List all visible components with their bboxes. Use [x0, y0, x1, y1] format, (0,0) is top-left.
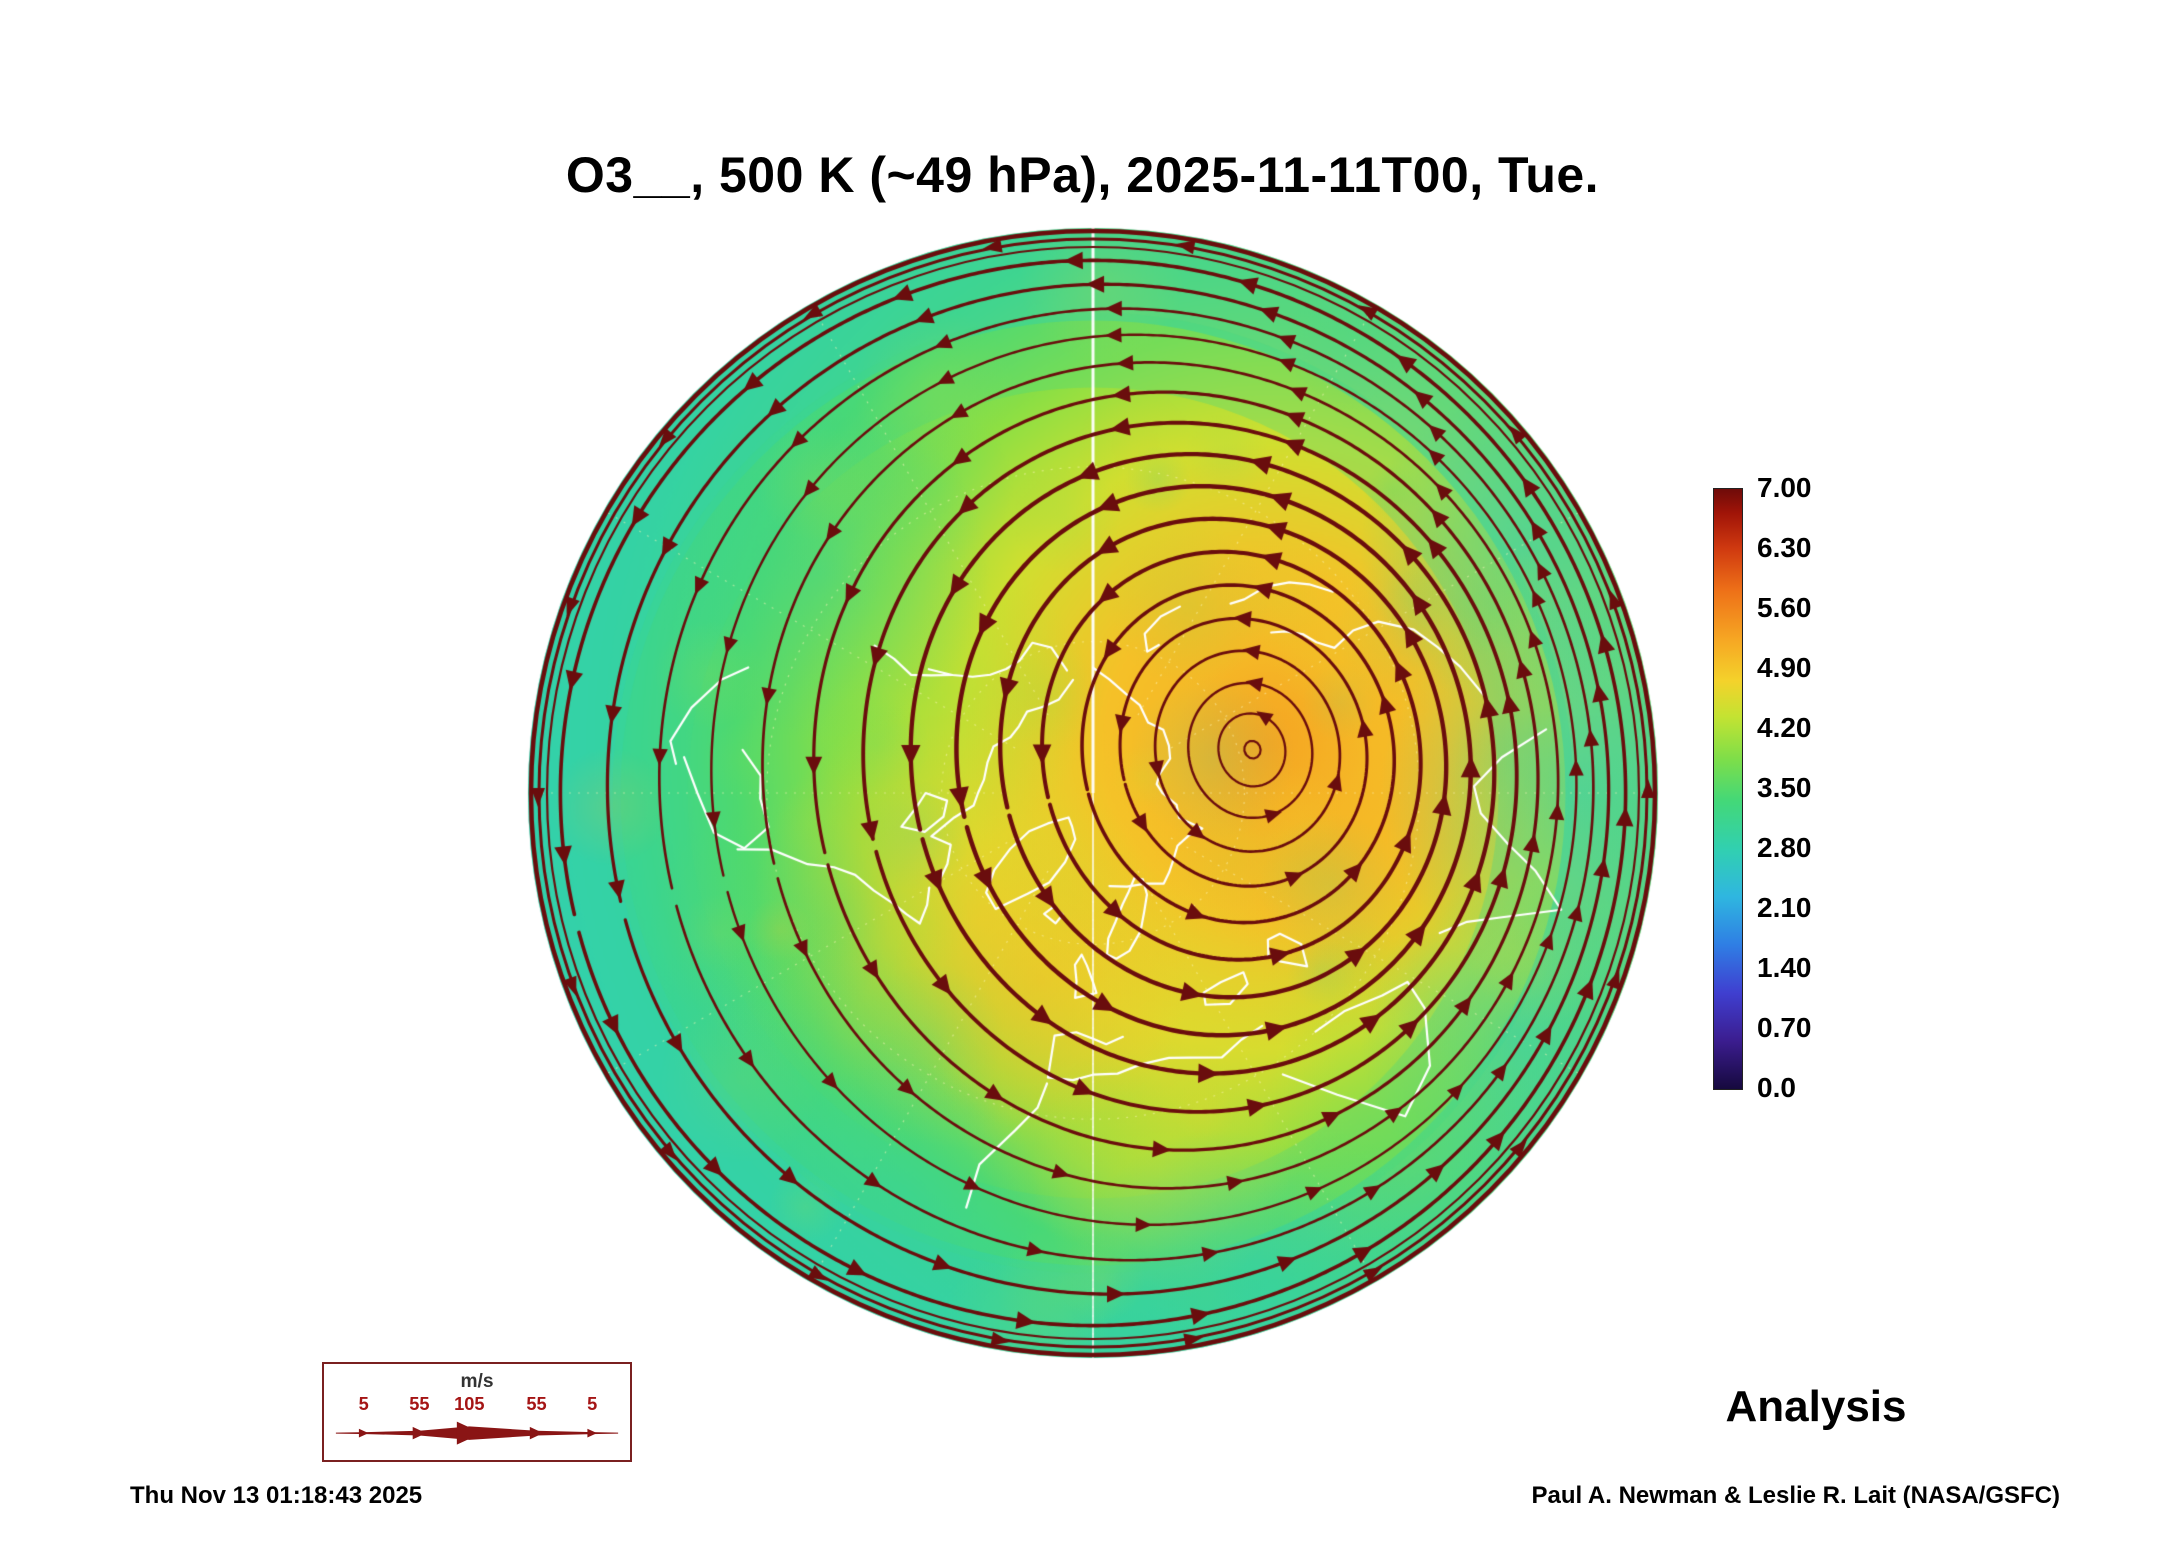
- polar-map: [520, 220, 1666, 1366]
- ozone-map-canvas: [520, 220, 1666, 1366]
- colorbar-tick-label: 5.60: [1757, 592, 1812, 623]
- wind-speed-value: 5: [587, 1393, 597, 1414]
- colorbar-tick-label: 0.70: [1757, 1012, 1812, 1043]
- wind-speed-legend: m/s 5 55 105 55 5: [322, 1362, 632, 1462]
- colorbar-tick-label: 2.10: [1757, 892, 1812, 923]
- colorbar-tick-label: 0.0: [1757, 1072, 1796, 1103]
- colorbar-tick-label: 3.50: [1757, 772, 1812, 803]
- wind-speed-value: 5: [359, 1393, 369, 1414]
- colorbar-tick-label: 2.80: [1757, 832, 1812, 863]
- wind-speed-value: 55: [409, 1393, 429, 1414]
- colorbar-tick-label: 4.90: [1757, 652, 1812, 683]
- colorbar-gradient: [1713, 488, 1743, 1090]
- colorbar-tick-label: 1.40: [1757, 952, 1812, 983]
- colorbar-tick-label: 4.20: [1757, 712, 1812, 743]
- colorbar-tick-label: 6.30: [1757, 532, 1812, 563]
- colorbar-labels: 7.00 6.30 5.60 4.90 4.20 3.50 2.80 2.10 1.40 0.70…: [1757, 472, 1917, 1103]
- analysis-label: Analysis: [1725, 1382, 1907, 1431]
- page-title: O3__, 500 K (~49 hPa), 2025-11-11T00, Tu…: [565, 147, 1600, 203]
- wind-speed-value: 55: [526, 1393, 546, 1414]
- wind-unit-label: m/s: [460, 1371, 493, 1392]
- credit: Paul A. Newman & Leslie R. Lait (NASA/GS…: [1531, 1482, 2060, 1509]
- timestamp: Thu Nov 13 01:18:43 2025: [130, 1482, 423, 1509]
- wind-speed-arrows: [335, 1421, 619, 1445]
- wind-legend-values: 5 55 105 55 5: [359, 1393, 598, 1414]
- colorbar: 7.00 6.30 5.60 4.90 4.20 3.50 2.80 2.10 1.40 0.70…: [1713, 472, 1923, 1103]
- wind-legend-graphic: m/s 5 55 105 55 5: [335, 1371, 619, 1445]
- colorbar-tick-label: 7.00: [1757, 472, 1812, 503]
- wind-speed-value: 105: [454, 1393, 484, 1414]
